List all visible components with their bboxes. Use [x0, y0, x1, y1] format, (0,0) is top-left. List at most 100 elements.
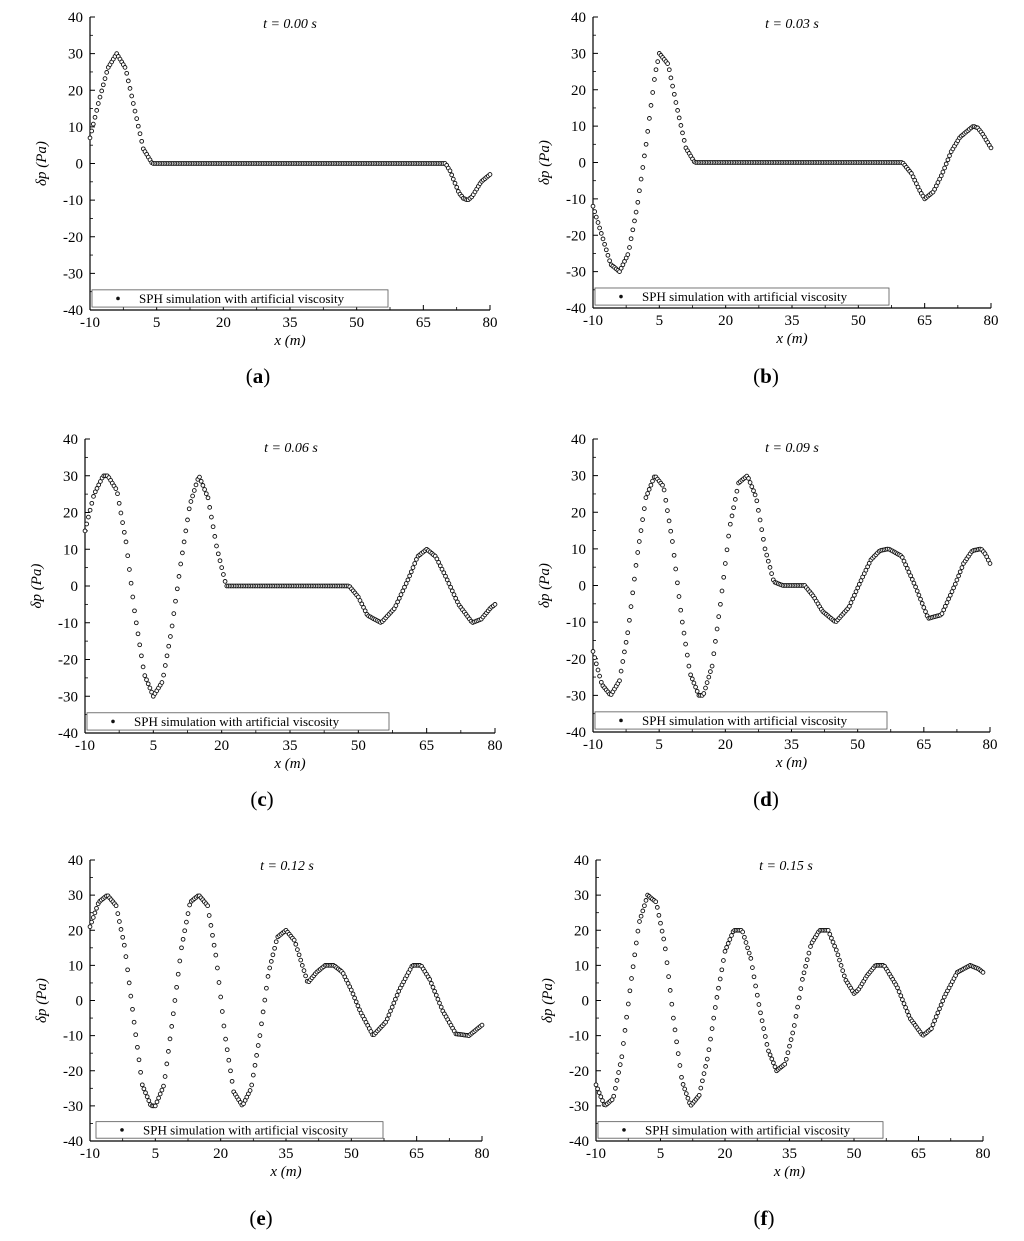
data-point	[391, 1000, 397, 1006]
data-point	[806, 950, 812, 956]
data-point	[402, 584, 407, 590]
panel-label: (a)	[246, 364, 271, 388]
data-point	[352, 995, 357, 1001]
data-point	[678, 123, 684, 128]
data-point	[946, 596, 951, 602]
y-axis-label: δp (Pa)	[34, 978, 50, 1023]
data-point	[654, 905, 660, 910]
legend-label: SPH simulation with artificial viscosity	[642, 289, 848, 304]
data-point	[161, 1083, 166, 1089]
data-point	[658, 920, 663, 926]
data-point	[655, 59, 661, 64]
data-point	[412, 561, 418, 566]
data-point	[99, 88, 105, 94]
data-point	[640, 517, 645, 522]
data-point	[788, 1037, 794, 1042]
data-point	[731, 505, 736, 511]
data-point	[224, 1047, 230, 1053]
data-point	[724, 945, 729, 950]
data-point	[769, 1056, 775, 1062]
data-point	[191, 488, 197, 493]
data-point	[137, 131, 143, 137]
data-point	[837, 957, 842, 963]
x-tick-label: 50	[349, 315, 364, 331]
y-tick-label: 10	[68, 120, 83, 136]
data-point	[641, 506, 647, 511]
data-point	[713, 639, 718, 644]
data-point	[408, 569, 414, 575]
data-point	[125, 553, 131, 559]
data-point	[633, 940, 639, 946]
data-point	[403, 581, 409, 586]
data-point	[117, 919, 122, 924]
data-point	[791, 1023, 797, 1028]
y-tick-label: 30	[574, 888, 589, 904]
data-point	[940, 169, 946, 175]
data-point	[210, 524, 216, 530]
x-axis-label: x (m)	[775, 755, 807, 771]
y-tick-label: -40	[566, 725, 586, 741]
data-point	[145, 681, 151, 687]
data-point	[650, 90, 656, 95]
data-point	[595, 667, 601, 673]
data-point	[127, 567, 132, 572]
data-point	[709, 663, 715, 669]
data-point	[662, 946, 668, 952]
data-point	[267, 965, 273, 971]
y-tick-label: 10	[574, 958, 589, 974]
y-tick-label: 30	[68, 888, 83, 904]
data-point	[250, 1072, 256, 1078]
x-tick-label: 20	[213, 1146, 228, 1162]
data-point	[640, 165, 646, 170]
data-point	[725, 941, 731, 946]
data-point	[178, 561, 184, 567]
data-point	[348, 987, 354, 993]
data-point	[432, 988, 437, 994]
data-point	[919, 601, 925, 606]
data-point	[222, 579, 228, 584]
y-tick-label: 40	[68, 853, 83, 869]
data-point	[487, 172, 493, 177]
data-point	[923, 609, 928, 614]
data-point	[642, 153, 647, 159]
data-point	[676, 115, 682, 121]
data-point	[653, 899, 659, 905]
panel-c: -40 -30 -20 -10 0 10 20 30 40 -10 5 20 35 50 65 80 x (m)…	[29, 432, 503, 811]
data-point	[592, 655, 598, 660]
data-point	[793, 1013, 799, 1019]
data-point	[156, 1095, 161, 1101]
panel-e: -40 -30 -20 -10 0 10 20 30 40 -10 5 20 35 50 65 80 x (m)…	[34, 853, 490, 1230]
data-point	[206, 913, 212, 918]
data-point	[173, 598, 178, 604]
data-point	[938, 173, 944, 179]
x-tick-label: 50	[344, 1146, 359, 1162]
data-point	[625, 1001, 631, 1007]
data-point	[664, 960, 670, 966]
x-tick-label: 20	[718, 313, 733, 329]
data-point	[617, 1062, 623, 1067]
data-point	[666, 67, 672, 73]
legend-box	[95, 1121, 384, 1139]
y-tick-label: -20	[566, 228, 586, 244]
x-tick-label: 50	[851, 313, 866, 329]
data-point	[659, 928, 665, 934]
x-axis-label: x (m)	[269, 1164, 301, 1180]
data-point	[398, 592, 404, 597]
data-point	[673, 566, 679, 572]
data-point	[679, 619, 685, 625]
data-point	[933, 1014, 939, 1020]
y-tick-label: -40	[569, 1134, 589, 1150]
y-tick-label: 20	[63, 506, 78, 522]
data-point	[668, 75, 674, 81]
data-point	[669, 1001, 675, 1007]
data-point	[200, 483, 206, 488]
data-point	[704, 1056, 710, 1062]
data-point	[630, 590, 636, 596]
data-point	[175, 971, 181, 977]
data-point	[186, 506, 192, 512]
legend-box	[597, 1121, 884, 1139]
data-point	[185, 517, 190, 523]
data-point	[673, 100, 679, 105]
data-point	[771, 1060, 776, 1066]
data-point	[988, 145, 994, 151]
